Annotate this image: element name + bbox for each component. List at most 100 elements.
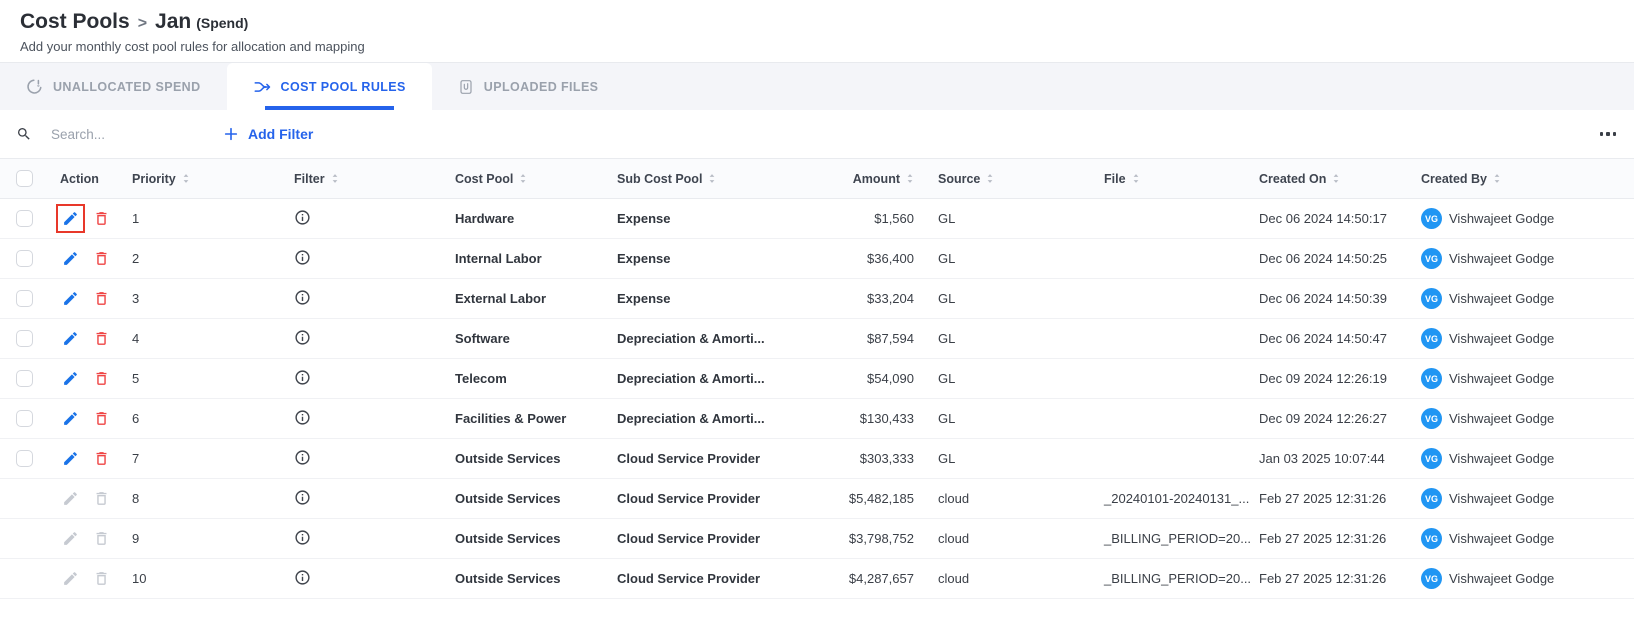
cell-created-by: VG Vishwajeet Godge [1413, 318, 1634, 359]
row-checkbox[interactable] [16, 450, 33, 468]
filter-info-button[interactable] [294, 209, 311, 226]
delete-button[interactable] [91, 288, 112, 309]
tab-uploaded-files[interactable]: UPLOADED FILES [432, 63, 625, 110]
trash-icon [93, 530, 110, 547]
filter-info-button[interactable] [294, 409, 311, 426]
pencil-icon [62, 290, 79, 307]
cell-file: _BILLING_PERIOD=20... [1096, 518, 1251, 559]
filter-info-button[interactable] [294, 529, 311, 546]
edit-button[interactable] [60, 248, 81, 269]
file-value: _BILLING_PERIOD=20... [1104, 571, 1252, 586]
cell-source: cloud [922, 558, 1096, 599]
created-by-name: Vishwajeet Godge [1449, 211, 1555, 226]
row-checkbox[interactable] [16, 290, 33, 308]
filter-info-button[interactable] [294, 449, 311, 466]
sort-icon [988, 174, 993, 183]
delete-button[interactable] [91, 448, 112, 469]
column-header-sub-cost-pool[interactable]: Sub Cost Pool [609, 158, 798, 199]
delete-button[interactable] [91, 328, 112, 349]
tab-cost-pool-rules[interactable]: COST POOL RULES [226, 63, 432, 110]
column-header-created-by[interactable]: Created By [1413, 158, 1634, 199]
cell-created-by: VG Vishwajeet Godge [1413, 438, 1634, 479]
filter-info-button[interactable] [294, 489, 311, 506]
table-row: 2 Internal Labor Expense $36,400 GL Dec … [0, 238, 1634, 279]
edit-button[interactable] [56, 203, 85, 233]
tab-label: UPLOADED FILES [483, 79, 599, 94]
cell-action [48, 518, 124, 559]
column-header-amount[interactable]: Amount [798, 158, 922, 199]
sort-icon [1334, 174, 1339, 183]
row-checkbox[interactable] [16, 410, 33, 428]
tab-unallocated-spend[interactable]: UNALLOCATED SPEND [0, 63, 227, 110]
edit-button[interactable] [60, 328, 81, 349]
filter-info-button[interactable] [294, 329, 311, 346]
row-checkbox[interactable] [16, 250, 33, 268]
cell-priority: 5 [124, 358, 286, 399]
info-icon [294, 209, 311, 226]
delete-button[interactable] [91, 248, 112, 269]
created-by-name: Vishwajeet Godge [1449, 291, 1555, 306]
cell-amount: $87,594 [798, 318, 922, 359]
cell-cost-pool: Outside Services [447, 558, 609, 599]
cell-source: GL [922, 198, 1096, 239]
more-menu-button[interactable] [1598, 126, 1619, 142]
column-header-filter[interactable]: Filter [286, 158, 447, 199]
amount-value: $303,333 [859, 451, 914, 466]
column-header-file[interactable]: File [1096, 158, 1251, 199]
column-header-created-on[interactable]: Created On [1251, 158, 1413, 199]
cell-created-on: Dec 09 2024 12:26:27 [1251, 398, 1413, 439]
pencil-icon [62, 490, 79, 507]
cell-source: GL [922, 398, 1096, 439]
sort-icon [710, 174, 715, 183]
filter-info-button[interactable] [294, 569, 311, 586]
cell-cost-pool: Telecom [447, 358, 609, 399]
cost-pool-value: Hardware [455, 211, 515, 226]
cell-action [48, 438, 124, 479]
source-value: GL [938, 371, 956, 386]
filter-info-button[interactable] [294, 249, 311, 266]
edit-button [60, 528, 81, 549]
search-input[interactable] [49, 125, 189, 143]
cell-source: GL [922, 438, 1096, 479]
cell-cost-pool: Internal Labor [447, 238, 609, 279]
avatar: VG [1421, 448, 1442, 469]
cost-pool-value: Internal Labor [455, 251, 542, 266]
delete-button[interactable] [91, 368, 112, 389]
select-all-checkbox[interactable] [16, 170, 33, 187]
table-row: 9 Outside Services Cloud Service Provide… [0, 518, 1634, 559]
row-checkbox[interactable] [16, 370, 33, 388]
filter-info-button[interactable] [294, 369, 311, 386]
add-filter-button[interactable]: Add Filter [217, 125, 319, 143]
edit-button[interactable] [60, 408, 81, 429]
created-on-value: Dec 06 2024 14:50:25 [1259, 251, 1387, 266]
edit-button [60, 488, 81, 509]
cell-action [48, 398, 124, 439]
edit-button[interactable] [60, 288, 81, 309]
priority-value: 1 [132, 211, 140, 226]
table-row: 5 Telecom Depreciation & Amorti... $54,0… [0, 358, 1634, 399]
table-row: 1 Hardware Expense $1,560 GL Dec 06 2024… [0, 198, 1634, 239]
cell-cost-pool: Software [447, 318, 609, 359]
row-checkbox[interactable] [16, 330, 33, 348]
filter-info-button[interactable] [294, 289, 311, 306]
cell-amount: $3,798,752 [798, 518, 922, 559]
avatar: VG [1421, 408, 1442, 429]
delete-button[interactable] [91, 208, 112, 229]
table-row: 6 Facilities & Power Depreciation & Amor… [0, 398, 1634, 439]
cell-amount: $130,433 [798, 398, 922, 439]
created-on-value: Jan 03 2025 10:07:44 [1259, 451, 1385, 466]
source-value: GL [938, 331, 956, 346]
pencil-icon [62, 210, 79, 227]
edit-button[interactable] [60, 448, 81, 469]
search-icon [16, 126, 32, 142]
row-checkbox[interactable] [16, 210, 33, 228]
edit-button[interactable] [60, 368, 81, 389]
column-header-priority[interactable]: Priority [124, 158, 286, 199]
sub-cost-pool-value: Depreciation & Amorti... [617, 411, 765, 426]
cell-amount: $1,560 [798, 198, 922, 239]
cell-cost-pool: External Labor [447, 278, 609, 319]
delete-button[interactable] [91, 408, 112, 429]
column-header-cost-pool[interactable]: Cost Pool [447, 158, 609, 199]
sort-icon [1133, 174, 1138, 183]
column-header-source[interactable]: Source [922, 158, 1096, 199]
